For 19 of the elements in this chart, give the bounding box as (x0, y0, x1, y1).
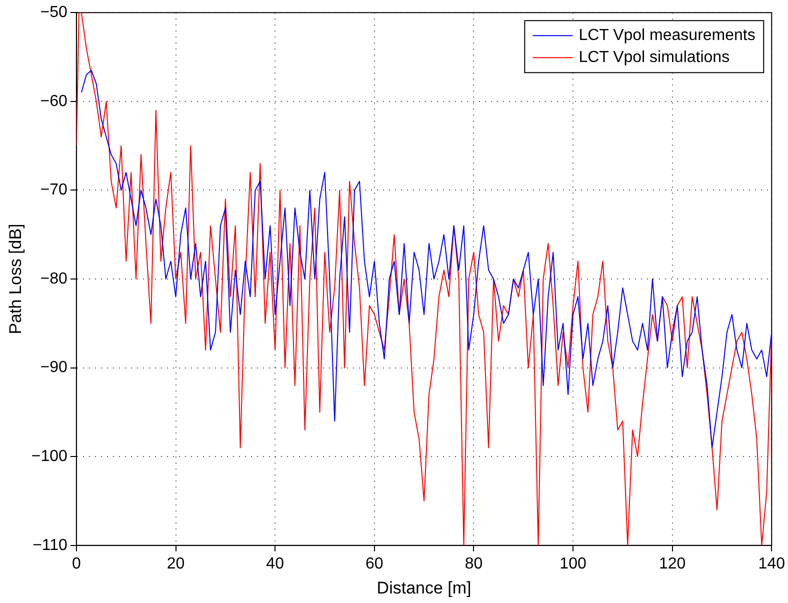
x-axis-title: Distance [m] (376, 578, 472, 598)
legend-label: LCT Vpol measurements (578, 27, 756, 44)
legend-label: LCT Vpol simulations (578, 49, 730, 66)
x-tick-label: 40 (266, 555, 284, 572)
x-tick-label: 80 (464, 555, 483, 572)
x-tick-label: 20 (166, 555, 185, 572)
x-tick-label: 100 (560, 555, 586, 572)
y-tick-label: −50 (40, 4, 68, 22)
x-tick-label: 120 (658, 555, 686, 572)
y-tick-label: −90 (40, 359, 68, 376)
y-tick-label: −110 (32, 536, 68, 554)
y-tick-label: −80 (40, 270, 68, 288)
x-tick-label: 140 (758, 555, 786, 572)
x-tick-label: 0 (72, 555, 81, 572)
y-tick-label: −70 (40, 182, 68, 199)
y-axis-title: Path Loss [dB] (6, 224, 25, 334)
x-tick-label: 60 (365, 555, 384, 572)
y-tick-label: −60 (40, 92, 68, 110)
y-tick-label: −100 (31, 448, 68, 466)
